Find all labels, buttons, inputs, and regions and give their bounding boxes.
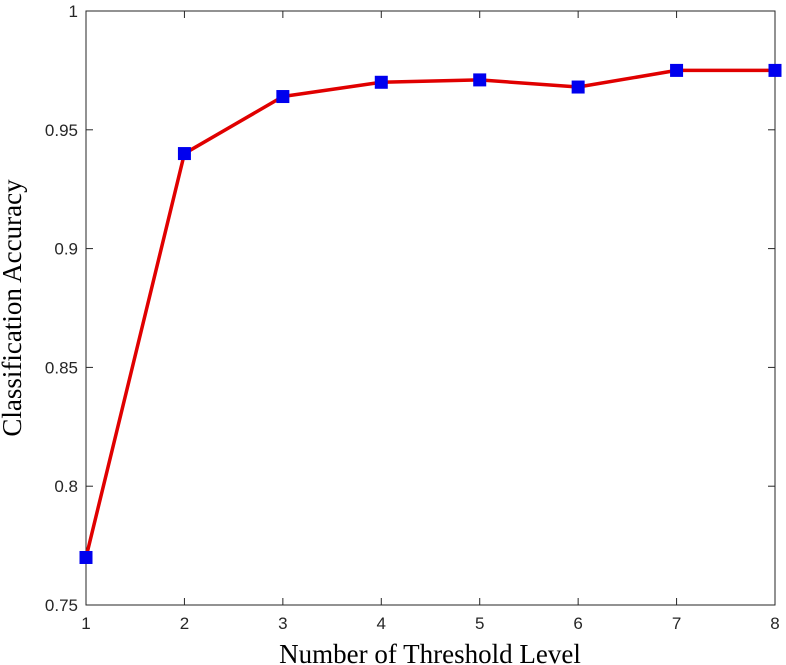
data-point-marker [571, 80, 585, 94]
x-tick-label: 2 [180, 614, 189, 633]
y-tick-label: 0.9 [54, 240, 78, 259]
x-tick-label: 1 [81, 614, 90, 633]
y-tick-label: 0.8 [54, 477, 78, 496]
x-tick-label: 5 [475, 614, 484, 633]
x-axis-label: Number of Threshold Level [279, 639, 581, 665]
data-point-marker [670, 63, 684, 77]
y-axis: 0.75 0.8 0.85 0.9 0.95 1 [45, 2, 775, 615]
data-point-marker [374, 75, 388, 89]
y-tick-label: 0.95 [45, 121, 78, 140]
plot-area [85, 10, 776, 606]
x-tick-label: 3 [278, 614, 287, 633]
y-axis-label: Classification Accuracy [0, 179, 27, 437]
data-point-marker [276, 90, 290, 104]
series-line [84, 68, 775, 558]
x-tick-label: 7 [672, 614, 681, 633]
y-tick-label: 0.85 [45, 358, 78, 377]
data-point-marker [79, 550, 93, 564]
data-point-marker [768, 63, 782, 77]
y-tick-label: 1 [69, 2, 78, 21]
data-point-marker [473, 73, 487, 87]
series-layer [79, 63, 782, 564]
x-tick-label: 4 [377, 614, 386, 633]
x-tick-label: 6 [573, 614, 582, 633]
data-point-marker [177, 147, 191, 161]
y-tick-label: 0.75 [45, 596, 78, 615]
x-axis: 1 2 3 4 5 6 7 8 [81, 11, 780, 633]
x-tick-label: 8 [770, 614, 779, 633]
